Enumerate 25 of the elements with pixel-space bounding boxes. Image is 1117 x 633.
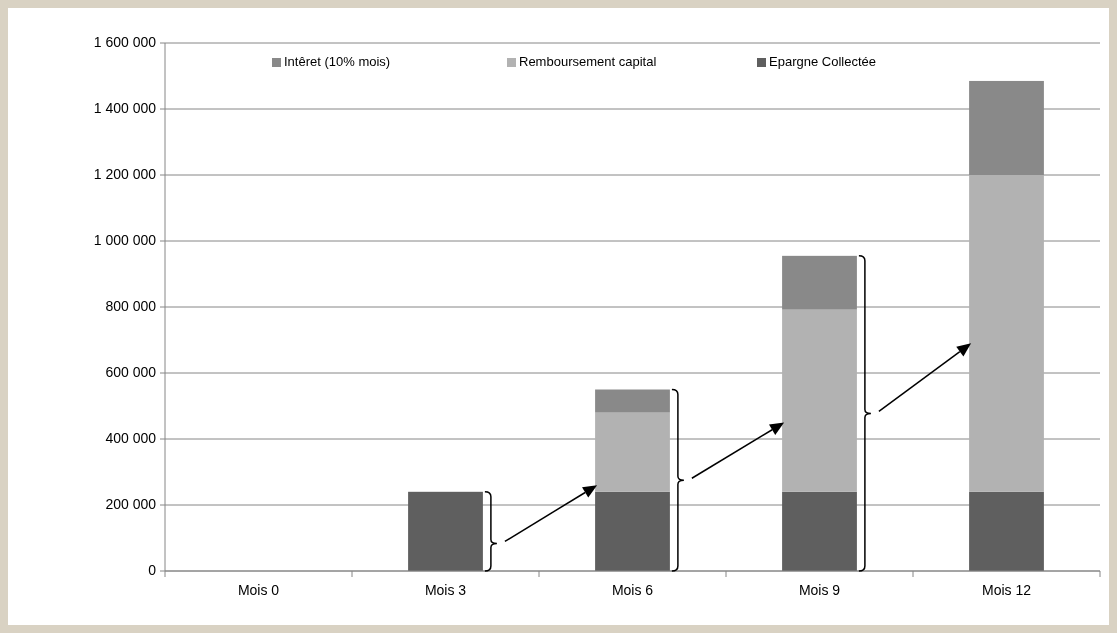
y-tick-label: 1 200 000 bbox=[93, 165, 157, 182]
bar bbox=[969, 491, 1044, 571]
y-tick-label: 1 600 000 bbox=[93, 33, 157, 50]
y-tick-label: 400 000 bbox=[105, 429, 157, 446]
x-tick-label: Mois 0 bbox=[237, 582, 280, 598]
bar bbox=[969, 175, 1044, 492]
bar bbox=[782, 491, 857, 571]
y-tick-label: 0 bbox=[148, 561, 157, 578]
y-tick-label: 1 000 000 bbox=[93, 231, 157, 248]
bar bbox=[782, 309, 857, 492]
legend-label: Intêret (10% mois) bbox=[284, 54, 391, 70]
bar bbox=[595, 491, 670, 571]
x-tick-label: Mois 9 bbox=[798, 582, 841, 598]
bar bbox=[408, 491, 483, 571]
legend-label: Remboursement capital bbox=[519, 54, 657, 70]
bar bbox=[595, 412, 670, 492]
y-tick-label: 600 000 bbox=[105, 363, 157, 380]
y-tick-label: 200 000 bbox=[105, 495, 157, 512]
bar bbox=[595, 389, 670, 413]
x-tick-label: Mois 12 bbox=[981, 582, 1032, 598]
legend-label: Epargne Collectée bbox=[769, 54, 876, 70]
y-tick-label: 1 400 000 bbox=[93, 99, 157, 116]
y-tick-label: 800 000 bbox=[105, 297, 157, 314]
x-tick-label: Mois 3 bbox=[424, 582, 467, 598]
x-tick-label: Mois 6 bbox=[611, 582, 654, 598]
